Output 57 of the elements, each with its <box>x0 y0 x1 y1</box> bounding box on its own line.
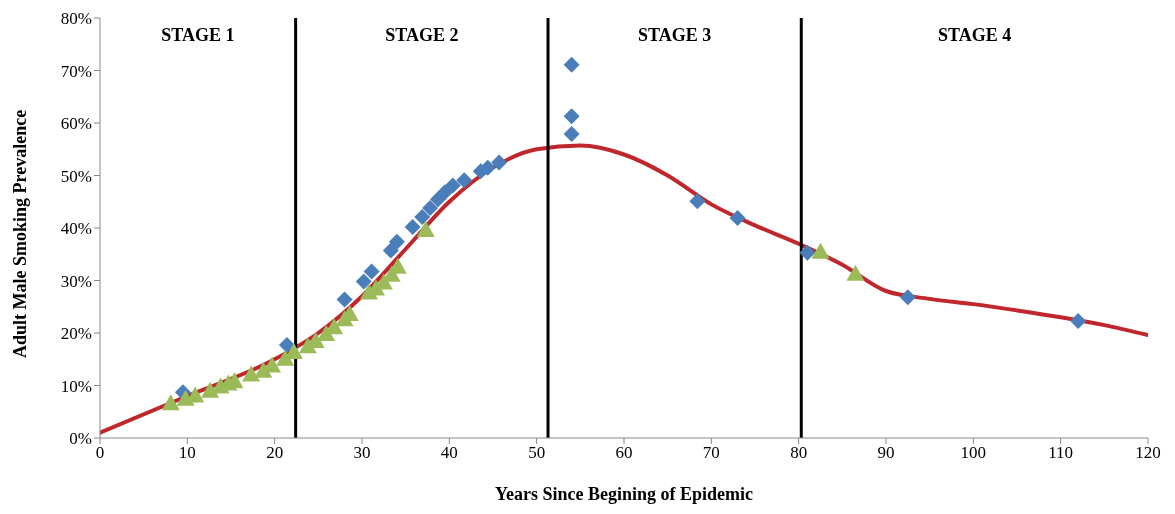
y-tick-label: 50% <box>60 166 92 186</box>
y-tick-label: 70% <box>60 61 92 81</box>
x-tick-label: 30 <box>353 443 371 463</box>
point <box>355 273 372 290</box>
point <box>436 184 453 201</box>
point <box>201 381 220 398</box>
point <box>563 126 580 143</box>
y-tick-label: 40% <box>60 219 92 239</box>
x-tick-label: 90 <box>877 443 895 463</box>
point <box>729 210 746 227</box>
point <box>689 193 706 210</box>
y-tick-label: 60% <box>60 114 92 134</box>
point <box>563 108 580 125</box>
x-tick-label: 70 <box>702 443 720 463</box>
point <box>414 208 431 225</box>
point <box>563 56 580 73</box>
annotation: STAGE 2 <box>385 24 459 45</box>
point <box>456 172 473 189</box>
point <box>846 264 865 281</box>
point <box>444 177 461 194</box>
x-tick-label: 120 <box>1135 443 1161 463</box>
y-tick-label: 30% <box>60 271 92 291</box>
point <box>278 337 295 354</box>
point <box>404 218 421 235</box>
x-tick-label: 0 <box>95 443 105 463</box>
point <box>811 242 830 259</box>
annotation: STAGE 4 <box>938 24 1012 45</box>
y-tick-label: 10% <box>60 376 92 396</box>
point <box>382 242 399 259</box>
point <box>422 200 439 217</box>
point <box>336 291 353 308</box>
point <box>276 349 295 366</box>
point <box>363 263 380 280</box>
y-tick-label: 0% <box>69 429 92 449</box>
y-tick-label: 80% <box>60 9 92 29</box>
x-tick-label: 50 <box>528 443 546 463</box>
point <box>416 221 435 238</box>
line-series <box>100 143 1148 435</box>
x-tick-label: 20 <box>266 443 284 463</box>
x-tick-label: 80 <box>790 443 808 463</box>
point <box>899 289 916 306</box>
point <box>1070 312 1087 329</box>
point <box>799 244 816 261</box>
x-tick-label: 60 <box>615 443 633 463</box>
point <box>161 394 180 411</box>
annotation: STAGE 3 <box>638 24 712 45</box>
point <box>388 233 405 250</box>
x-tick-label: 110 <box>1048 443 1074 463</box>
x-tick-label: 100 <box>960 443 987 463</box>
x-tick-label: 40 <box>440 443 458 463</box>
x-tick-label: 10 <box>178 443 196 463</box>
x-axis-title: Years Since Begining of Epidemic <box>494 484 754 504</box>
annotation: STAGE 1 <box>161 24 235 45</box>
point <box>242 365 261 382</box>
point <box>491 154 508 171</box>
y-tick-label: 20% <box>60 324 92 344</box>
y-axis-title: Adult Male Smoking Prevalence <box>10 109 31 358</box>
